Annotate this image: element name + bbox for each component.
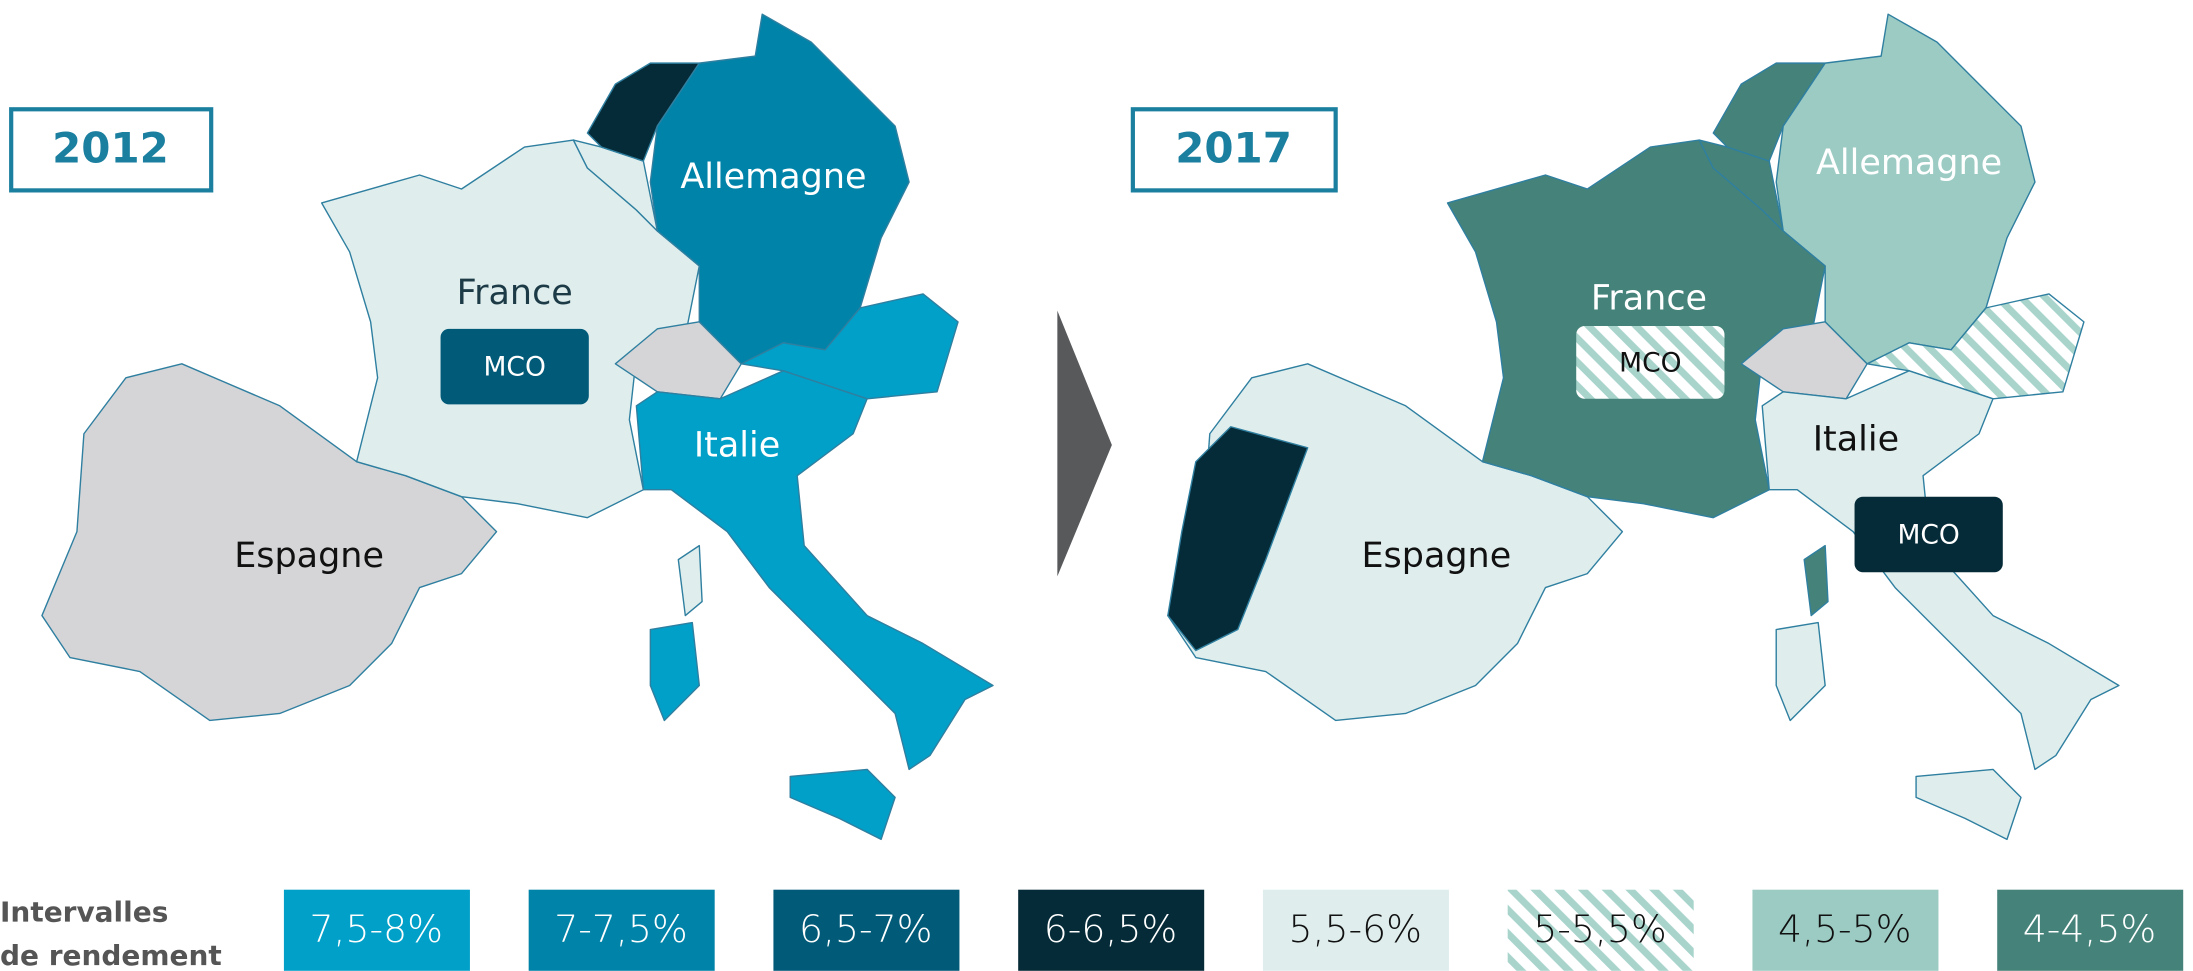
- badge: [440, 328, 589, 405]
- legend-title: Intervalles: [0, 895, 168, 928]
- country-label: Italie: [694, 425, 780, 465]
- country-label: Italie: [1813, 420, 1899, 460]
- country-label: France: [1591, 278, 1707, 318]
- sicily: [1915, 768, 2022, 841]
- sicily: [789, 768, 896, 841]
- country-label: Allemagne: [680, 157, 866, 197]
- arrow: [1057, 310, 1112, 577]
- legend-swatch: [528, 889, 715, 971]
- year-box: [9, 107, 214, 193]
- legend-label: 7,5-8%: [309, 907, 443, 951]
- legend-swatch: [1752, 889, 1939, 971]
- legend-label: 5,5-6%: [1288, 907, 1422, 951]
- legend-label: 6-6,5%: [1044, 907, 1178, 951]
- legend-swatch: [1507, 889, 1694, 971]
- legend: 7,5-8% 7-7,5% 6,5-7% 6-6,5% 5,5-6% 5-5,5% 4,5-…: [283, 889, 2184, 971]
- legend-swatch: [1997, 889, 2184, 971]
- legend-label: 4-4,5%: [2023, 907, 2157, 951]
- country-label: Espagne: [1361, 536, 1511, 576]
- legend-swatch: [1262, 889, 1449, 971]
- legend-swatch: [773, 889, 960, 971]
- legend-title: de rendement: [0, 939, 222, 971]
- badge-label: MCO: [483, 352, 545, 383]
- country-label: Espagne: [234, 536, 384, 576]
- germany: [649, 13, 910, 365]
- legend-swatch: [1018, 889, 1205, 971]
- country-label: Allemagne: [1816, 143, 2002, 183]
- legend-swatch: [283, 889, 470, 971]
- year: 2012: [52, 124, 169, 173]
- italy: [635, 370, 994, 771]
- sardinia: [649, 621, 700, 722]
- badge: [1854, 496, 2003, 573]
- germany: [1775, 13, 2036, 365]
- legend-label: 5-5,5%: [1533, 907, 1667, 951]
- badge-label: MCO: [1897, 519, 1959, 550]
- sardinia: [1775, 621, 1826, 722]
- legend-label: 4,5-5%: [1778, 907, 1912, 951]
- country-label: France: [457, 273, 573, 313]
- year-box: [1130, 107, 1338, 193]
- map-2012: [41, 13, 994, 841]
- corsica: [1803, 544, 1829, 617]
- portugal: [1167, 426, 1309, 652]
- legend-label: 7-7,5%: [554, 907, 688, 951]
- badge-label: MCO: [1619, 347, 1681, 378]
- legend-label: 6,5-7%: [799, 907, 933, 951]
- badge: [1576, 326, 1725, 399]
- corsica: [677, 544, 703, 617]
- year: 2017: [1175, 124, 1292, 173]
